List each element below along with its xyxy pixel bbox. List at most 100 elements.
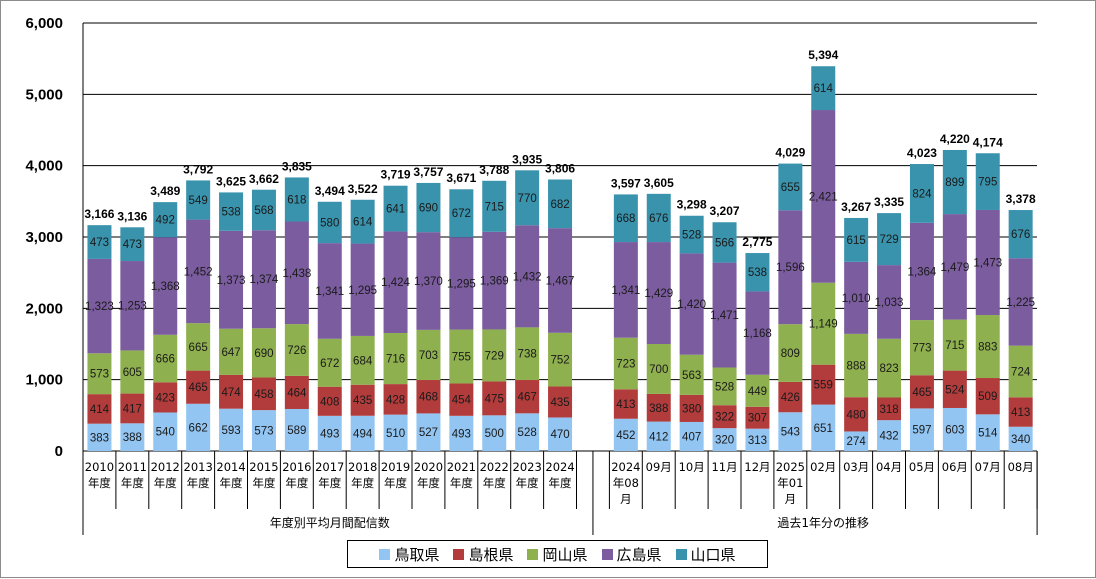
data-label: 474 bbox=[221, 387, 241, 399]
data-label: 538 bbox=[748, 267, 767, 279]
x-tick-label: 08月 bbox=[1008, 460, 1034, 474]
bar-segment bbox=[482, 415, 507, 451]
data-label: 475 bbox=[485, 393, 504, 405]
bar-segment bbox=[679, 354, 704, 395]
group-label: 過去1年分の推移 bbox=[777, 516, 869, 530]
x-tick-label: 年度 bbox=[516, 476, 539, 490]
bar-segment bbox=[646, 193, 671, 243]
bar-segment bbox=[350, 199, 375, 244]
x-tick-label: 2010 bbox=[85, 460, 114, 474]
x-tick-label: 2015 bbox=[249, 460, 278, 474]
data-label: 480 bbox=[847, 409, 866, 421]
data-label: 715 bbox=[945, 340, 964, 352]
bar-segment bbox=[515, 225, 540, 328]
data-label: 573 bbox=[90, 369, 109, 381]
total-label: 3,835 bbox=[282, 159, 312, 173]
bar-segment bbox=[219, 374, 244, 409]
bar-segment bbox=[942, 214, 967, 320]
bar-segment bbox=[383, 384, 408, 415]
data-label: 641 bbox=[386, 204, 405, 216]
bar-segment bbox=[482, 231, 507, 330]
data-label: 690 bbox=[254, 348, 273, 360]
bar-segment bbox=[613, 389, 638, 419]
data-label: 1,323 bbox=[85, 301, 114, 313]
bar-segment bbox=[745, 406, 770, 429]
data-label: 883 bbox=[978, 342, 997, 354]
legend-swatch bbox=[379, 548, 391, 560]
bar-segment bbox=[120, 350, 145, 394]
data-label: 809 bbox=[781, 348, 800, 360]
data-label: 580 bbox=[320, 217, 339, 229]
data-label: 1,295 bbox=[447, 278, 476, 290]
bar-segment bbox=[251, 189, 276, 231]
total-label: 3,597 bbox=[611, 176, 641, 190]
data-label: 1,225 bbox=[1006, 297, 1035, 309]
data-label: 1,369 bbox=[480, 276, 509, 288]
bar-segment bbox=[548, 179, 573, 229]
bar-segment bbox=[778, 381, 803, 413]
data-label: 1,033 bbox=[875, 297, 904, 309]
data-label: 322 bbox=[715, 412, 734, 424]
total-label: 3,335 bbox=[874, 195, 904, 209]
total-label: 4,174 bbox=[973, 135, 1003, 149]
data-label: 589 bbox=[287, 425, 306, 437]
bar-segment bbox=[416, 413, 441, 451]
bar-segment bbox=[975, 414, 1000, 451]
x-tick-label: 月 bbox=[785, 492, 797, 506]
bar-segment bbox=[778, 412, 803, 451]
legend-swatch bbox=[601, 548, 613, 560]
data-label: 614 bbox=[814, 83, 834, 95]
total-label: 4,023 bbox=[907, 146, 937, 160]
x-tick-label: 年度 bbox=[384, 476, 407, 490]
data-label: 647 bbox=[221, 347, 240, 359]
data-label: 2,421 bbox=[809, 191, 838, 203]
bar-segment bbox=[811, 66, 836, 111]
x-tick-label: 10月 bbox=[679, 460, 705, 474]
x-tick-label: 12月 bbox=[744, 460, 770, 474]
bar-segment bbox=[186, 323, 211, 371]
bar-segment bbox=[284, 375, 309, 409]
bar-segment bbox=[877, 397, 902, 421]
bar-segment bbox=[712, 262, 737, 368]
data-label: 824 bbox=[912, 188, 932, 200]
total-label: 3,625 bbox=[216, 174, 246, 188]
bar-segment bbox=[87, 394, 112, 424]
total-label: 3,378 bbox=[1006, 192, 1036, 206]
data-label: 795 bbox=[978, 177, 997, 189]
bar-segment bbox=[219, 230, 244, 329]
data-label: 492 bbox=[156, 215, 175, 227]
bar-segment bbox=[120, 227, 145, 262]
bar-segment bbox=[383, 231, 408, 334]
data-label: 307 bbox=[748, 413, 767, 425]
bar-segment bbox=[745, 291, 770, 375]
bar-segment bbox=[745, 253, 770, 292]
bar-segment bbox=[613, 337, 638, 390]
x-tick-label: 2021 bbox=[447, 460, 476, 474]
bar-segment bbox=[482, 180, 507, 232]
data-label: 738 bbox=[518, 349, 537, 361]
x-tick-label: 月 bbox=[620, 492, 632, 506]
data-label: 432 bbox=[879, 431, 898, 443]
data-label: 1,368 bbox=[151, 281, 180, 293]
data-label: 715 bbox=[485, 201, 504, 213]
total-label: 3,935 bbox=[512, 152, 542, 166]
x-tick-label: 04月 bbox=[876, 460, 902, 474]
bar-segment bbox=[416, 329, 441, 381]
bar-segment bbox=[284, 221, 309, 325]
bar-segment bbox=[909, 320, 934, 376]
bar-segment bbox=[712, 222, 737, 263]
bar-segment bbox=[942, 149, 967, 215]
bar-segment bbox=[1008, 426, 1033, 451]
data-label: 318 bbox=[879, 404, 898, 416]
group-label: 年度別平均月間配信数 bbox=[270, 515, 390, 530]
data-label: 700 bbox=[649, 364, 668, 376]
x-tick-label: 年01 bbox=[777, 476, 803, 490]
data-label: 605 bbox=[123, 367, 142, 379]
data-label: 568 bbox=[254, 205, 273, 217]
x-tick-label: 2017 bbox=[315, 460, 344, 474]
data-label: 690 bbox=[419, 203, 438, 215]
x-tick-label: 年08 bbox=[613, 476, 639, 490]
bar-segment bbox=[383, 414, 408, 451]
bar-segment bbox=[284, 408, 309, 451]
data-label: 1,341 bbox=[315, 286, 344, 298]
